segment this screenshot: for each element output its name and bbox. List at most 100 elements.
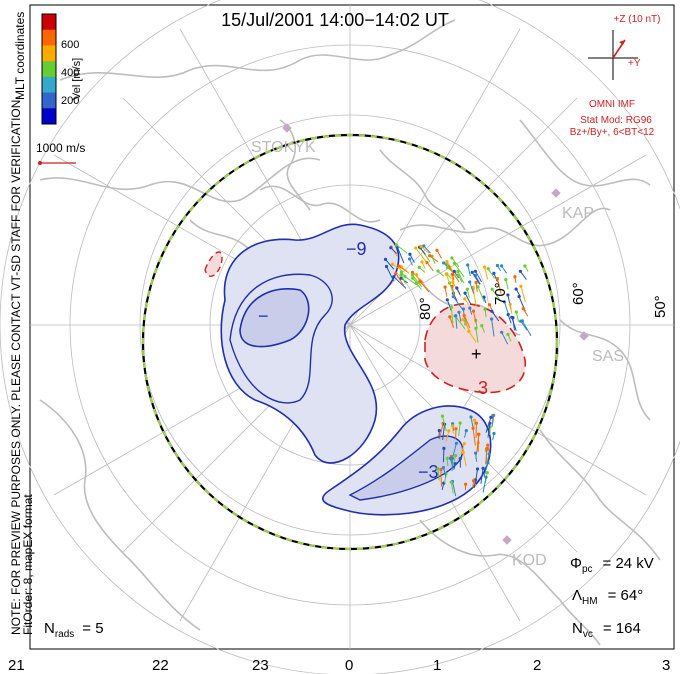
velocity-vector bbox=[442, 467, 447, 478]
velocity-vector bbox=[396, 246, 405, 264]
velocity-vector bbox=[441, 482, 445, 491]
station-label-kap: KAP bbox=[562, 205, 594, 222]
velocity-vector bbox=[446, 458, 449, 466]
phi-subscript: pc bbox=[582, 564, 593, 575]
velocity-vector bbox=[491, 311, 500, 322]
velocity-vector bbox=[460, 443, 465, 455]
velocity-vector bbox=[423, 245, 431, 254]
velocity-vector bbox=[452, 443, 457, 457]
velocity-vector bbox=[496, 265, 502, 272]
phi-symbol: Φ bbox=[570, 555, 582, 572]
velocity-vector bbox=[474, 271, 483, 283]
negative-contour-mid bbox=[229, 273, 333, 404]
velocity-vector bbox=[487, 444, 490, 452]
velocity-vector bbox=[482, 477, 487, 493]
velocity-vector bbox=[440, 469, 442, 487]
velocity-vector bbox=[409, 253, 415, 263]
velocity-vector bbox=[420, 246, 430, 254]
nvc-subscript: vc bbox=[583, 629, 593, 640]
velocity-vector bbox=[487, 268, 495, 279]
imf-condition: Bz+/By+, 6<BT<12 bbox=[570, 127, 655, 138]
velocity-vector bbox=[469, 307, 473, 315]
velocity-vector bbox=[457, 275, 463, 283]
phi-value: = 24 kV bbox=[603, 555, 654, 572]
velocity-vector bbox=[472, 480, 475, 488]
velocity-vector bbox=[467, 264, 471, 277]
phi-stat: Φpc = 24 kV bbox=[570, 555, 654, 575]
velocity-vector bbox=[450, 482, 454, 494]
velocity-vector bbox=[442, 448, 445, 463]
mlt-tick-23: 23 bbox=[252, 657, 269, 674]
velocity-vector bbox=[419, 280, 430, 293]
velocity-vector bbox=[385, 259, 395, 270]
nvc-stat: Nvc = 164 bbox=[572, 620, 641, 640]
velocity-vector bbox=[393, 276, 407, 289]
scale-vector-dot bbox=[38, 161, 42, 165]
velocity-vector bbox=[390, 247, 397, 254]
colorbar-segment bbox=[42, 61, 56, 78]
velocity-vector bbox=[398, 265, 408, 273]
velocity-vector bbox=[522, 308, 529, 317]
colorbar-segment bbox=[42, 76, 56, 94]
velocity-vector bbox=[468, 331, 477, 343]
velocity-vector bbox=[487, 423, 491, 438]
lat-label-70: 70° bbox=[492, 282, 509, 305]
colorbar-label: Vel [m/s] bbox=[71, 58, 83, 100]
velocity-vector bbox=[392, 263, 402, 271]
velocity-vectors bbox=[383, 243, 532, 497]
lambda-value: = 64° bbox=[608, 587, 644, 604]
velocity-vector bbox=[412, 277, 419, 285]
mlt-tick-2: 2 bbox=[533, 657, 541, 674]
velocity-vector bbox=[451, 286, 456, 298]
velocity-vector bbox=[521, 320, 532, 336]
potential-max-marker: + bbox=[471, 344, 482, 364]
imf-vector-head bbox=[619, 40, 625, 45]
station-label-kod: KOD bbox=[512, 552, 547, 569]
preview-note: NOTE: FOR PREVIEW PURPOSES ONLY. PLEASE … bbox=[9, 96, 23, 635]
velocity-vector bbox=[447, 267, 454, 273]
colorbar-segment bbox=[42, 45, 56, 62]
velocity-vector bbox=[520, 320, 528, 331]
station-markers bbox=[282, 123, 589, 545]
nrads-stat: Nrads = 5 bbox=[44, 620, 104, 640]
velocity-vector bbox=[469, 281, 475, 294]
colorbar-segment bbox=[42, 29, 56, 46]
velocity-vector bbox=[477, 286, 485, 302]
velocity-vector bbox=[436, 250, 442, 259]
imf-z-label: +Z (10 nT) bbox=[614, 14, 661, 25]
lambda-subscript: HM bbox=[582, 596, 598, 607]
colorbar-tick-400: 400 bbox=[61, 67, 79, 79]
vector-origin bbox=[510, 315, 514, 319]
velocity-vector bbox=[464, 292, 472, 305]
colorbar-border bbox=[41, 13, 57, 125]
velocity-vector bbox=[471, 272, 481, 285]
velocity-vector bbox=[452, 481, 457, 497]
nrads-value: = 5 bbox=[82, 620, 103, 637]
contour-label-pos: 3 bbox=[478, 378, 488, 398]
imf-y-label: +Y bbox=[628, 58, 641, 69]
velocity-vector bbox=[449, 458, 453, 466]
velocity-vector bbox=[501, 265, 508, 274]
velocity-vector bbox=[452, 296, 463, 310]
velocity-vector bbox=[452, 274, 455, 281]
velocity-vector bbox=[455, 315, 458, 329]
velocity-colorbar bbox=[41, 13, 57, 125]
velocity-vector bbox=[451, 274, 454, 286]
velocity-vector bbox=[449, 316, 455, 328]
velocity-vector bbox=[511, 317, 517, 331]
velocity-vector bbox=[456, 287, 461, 295]
velocity-vector bbox=[472, 428, 476, 446]
stat-model: Stat Mod: RG96 bbox=[580, 115, 652, 126]
mlt-tick-0: 0 bbox=[345, 657, 353, 674]
hm-boundary-dash bbox=[141, 133, 559, 551]
negative-cell-inner bbox=[239, 288, 310, 348]
velocity-vector bbox=[454, 315, 466, 330]
velocity-vector bbox=[507, 314, 512, 324]
velocity-vector bbox=[475, 453, 478, 462]
nrads-subscript: rads bbox=[55, 629, 74, 640]
velocity-vector bbox=[452, 455, 457, 466]
colorbar-segment bbox=[42, 14, 56, 31]
velocity-vector bbox=[491, 288, 501, 301]
imf-source: OMNI IMF bbox=[589, 99, 635, 110]
